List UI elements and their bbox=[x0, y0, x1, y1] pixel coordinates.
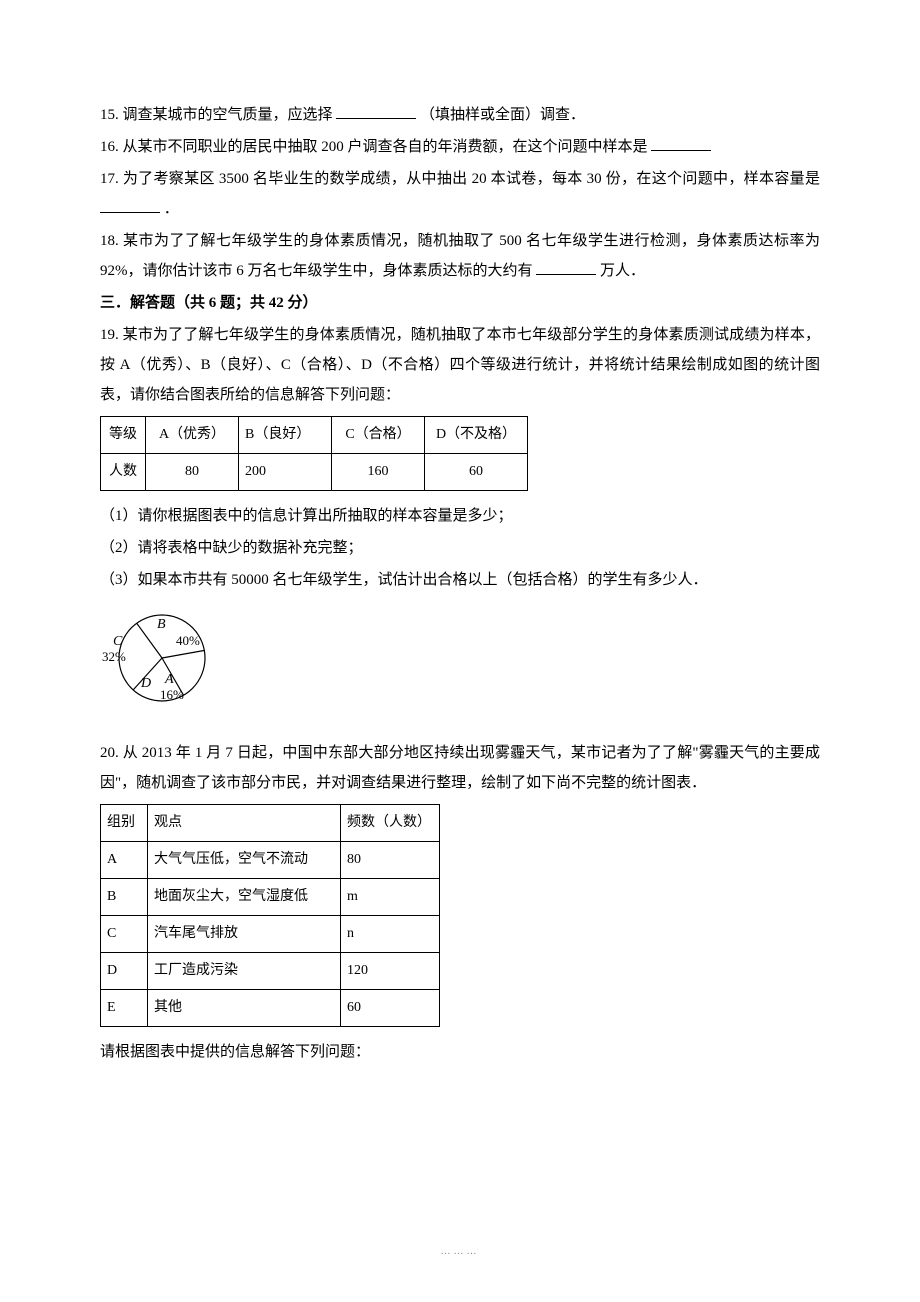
table-cell: C（合格） bbox=[332, 417, 425, 454]
fill-blank bbox=[651, 135, 711, 151]
table-cell: 汽车尾气排放 bbox=[148, 916, 341, 953]
q20-p2: 请根据图表中提供的信息解答下列问题： bbox=[100, 1037, 820, 1067]
table-cell: A bbox=[101, 842, 148, 879]
q-number: 16. bbox=[100, 139, 119, 155]
pie-label-a: A bbox=[164, 672, 174, 687]
table-cell: 人数 bbox=[101, 454, 146, 491]
table-cell: 其他 bbox=[148, 990, 341, 1027]
table-cell: B（良好） bbox=[239, 417, 332, 454]
pie-percent-b: 40% bbox=[176, 633, 200, 648]
table-cell: 地面灰尘大，空气湿度低 bbox=[148, 879, 341, 916]
q19-sub2: （2）请将表格中缺少的数据补充完整； bbox=[100, 533, 820, 563]
pie-percent-c: 32% bbox=[102, 649, 126, 664]
fill-blank bbox=[100, 197, 160, 213]
section-3-title: 三．解答题（共 6 题；共 42 分） bbox=[100, 288, 820, 318]
q19-sub3: （3）如果本市共有 50000 名七年级学生，试估计出合格以上（包括合格）的学生… bbox=[100, 565, 820, 595]
q-number: 15. bbox=[100, 107, 119, 123]
question-18: 18. 某市为了了解七年级学生的身体素质情况，随机抽取了 500 名七年级学生进… bbox=[100, 226, 820, 286]
table-cell: C bbox=[101, 916, 148, 953]
q-text: 某市为了了解七年级学生的身体素质情况，随机抽取了 500 名七年级学生进行检测，… bbox=[100, 233, 820, 279]
q-text: 某市为了了解七年级学生的身体素质情况，随机抽取了本市七年级部分学生的身体素质测试… bbox=[100, 327, 820, 403]
page-footer: ……… bbox=[0, 1242, 920, 1262]
table-row: C 汽车尾气排放 n bbox=[101, 916, 440, 953]
table-cell: B bbox=[101, 879, 148, 916]
table-row: B 地面灰尘大，空气湿度低 m bbox=[101, 879, 440, 916]
document-page: 15. 调查某城市的空气质量，应选择 （填抽样或全面）调查． 16. 从某市不同… bbox=[0, 0, 920, 1302]
table-cell: 160 bbox=[332, 454, 425, 491]
pie-percent-a: 16% bbox=[160, 687, 184, 702]
table-cell: 200 bbox=[239, 454, 332, 491]
pie-chart-icon: B 40% C 32% D A 16% bbox=[100, 603, 220, 713]
table-cell: m bbox=[341, 879, 440, 916]
q-text: （填抽样或全面）调查． bbox=[420, 107, 585, 123]
pie-label-d: D bbox=[140, 676, 151, 691]
question-17: 17. 为了考察某区 3500 名毕业生的数学成绩，从中抽出 20 本试卷，每本… bbox=[100, 164, 820, 224]
table-cell: n bbox=[341, 916, 440, 953]
q-number: 19. bbox=[100, 327, 119, 343]
q-text: 从 2013 年 1 月 7 日起，中国中东部大部分地区持续出现雾霾天气，某市记… bbox=[100, 745, 820, 791]
q19-pie-chart: B 40% C 32% D A 16% bbox=[100, 603, 820, 724]
fill-blank bbox=[336, 103, 416, 119]
table-cell: 工厂造成污染 bbox=[148, 953, 341, 990]
table-cell: 80 bbox=[146, 454, 239, 491]
q-text: 万人． bbox=[600, 263, 645, 279]
table-cell: 80 bbox=[341, 842, 440, 879]
q-number: 17. bbox=[100, 171, 119, 187]
q-text: 从某市不同职业的居民中抽取 200 户调查各自的年消费额，在这个问题中样本是 bbox=[123, 139, 648, 155]
table-cell: E bbox=[101, 990, 148, 1027]
table-header: 频数（人数） bbox=[341, 805, 440, 842]
table-cell: D bbox=[101, 953, 148, 990]
q-text: 为了考察某区 3500 名毕业生的数学成绩，从中抽出 20 本试卷，每本 30 … bbox=[123, 171, 820, 187]
table-cell: D（不及格） bbox=[425, 417, 528, 454]
q19-sub1: （1）请你根据图表中的信息计算出所抽取的样本容量是多少； bbox=[100, 501, 820, 531]
pie-label-c: C bbox=[113, 634, 123, 649]
question-19: 19. 某市为了了解七年级学生的身体素质情况，随机抽取了本市七年级部分学生的身体… bbox=[100, 320, 820, 410]
q19-table: 等级 A（优秀） B（良好） C（合格） D（不及格） 人数 80 200 16… bbox=[100, 416, 528, 491]
table-row: D 工厂造成污染 120 bbox=[101, 953, 440, 990]
table-cell: 60 bbox=[341, 990, 440, 1027]
table-cell: 大气气压低，空气不流动 bbox=[148, 842, 341, 879]
table-row: E 其他 60 bbox=[101, 990, 440, 1027]
question-20: 20. 从 2013 年 1 月 7 日起，中国中东部大部分地区持续出现雾霾天气… bbox=[100, 738, 820, 798]
table-row: 人数 80 200 160 60 bbox=[101, 454, 528, 491]
q20-table: 组别 观点 频数（人数） A 大气气压低，空气不流动 80 B 地面灰尘大，空气… bbox=[100, 804, 440, 1027]
q-text: ． bbox=[164, 201, 179, 217]
question-15: 15. 调查某城市的空气质量，应选择 （填抽样或全面）调查． bbox=[100, 100, 820, 130]
question-16: 16. 从某市不同职业的居民中抽取 200 户调查各自的年消费额，在这个问题中样… bbox=[100, 132, 820, 162]
table-cell: 60 bbox=[425, 454, 528, 491]
fill-blank bbox=[536, 259, 596, 275]
pie-label-b: B bbox=[157, 617, 166, 632]
q-number: 18. bbox=[100, 233, 119, 249]
table-row: 等级 A（优秀） B（良好） C（合格） D（不及格） bbox=[101, 417, 528, 454]
table-row: A 大气气压低，空气不流动 80 bbox=[101, 842, 440, 879]
table-header: 组别 bbox=[101, 805, 148, 842]
q-number: 20. bbox=[100, 745, 119, 761]
table-row: 组别 观点 频数（人数） bbox=[101, 805, 440, 842]
table-cell: 120 bbox=[341, 953, 440, 990]
q-text: 调查某城市的空气质量，应选择 bbox=[123, 107, 333, 123]
table-header: 观点 bbox=[148, 805, 341, 842]
table-cell: 等级 bbox=[101, 417, 146, 454]
table-cell: A（优秀） bbox=[146, 417, 239, 454]
